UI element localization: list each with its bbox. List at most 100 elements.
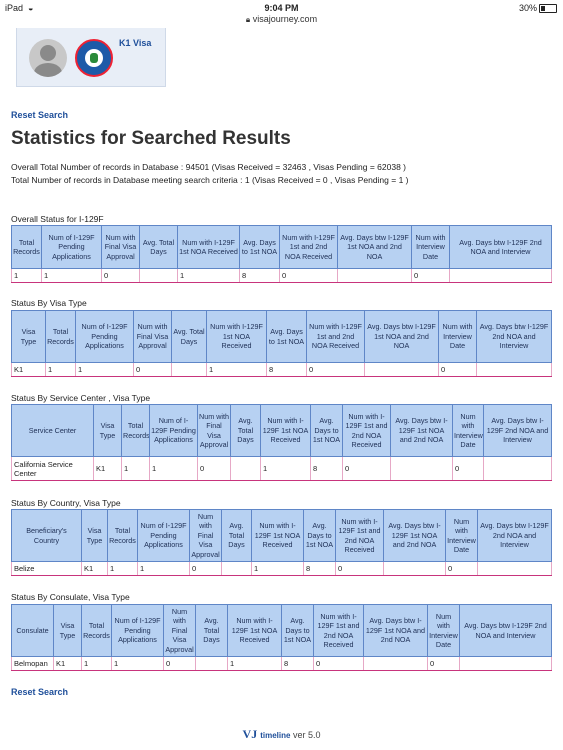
data-cell: 1	[227, 656, 282, 671]
header-cell: Num of I-129F Pending Applications	[137, 509, 190, 562]
header-cell: Avg. Days btw I-129F 1st NOA and 2nd NOA	[383, 509, 446, 562]
table-row: 1 1 0 1 8 0 0	[11, 268, 552, 283]
profile-card: K1 Visa	[16, 28, 166, 87]
data-cell: 1	[11, 268, 42, 283]
data-cell	[459, 656, 552, 671]
header-cell: Avg. Days btw I-129F 1st NOA and 2nd NOA	[363, 604, 428, 657]
header-cell: Num with Interview Date	[438, 310, 477, 363]
data-cell: 0	[342, 456, 391, 481]
data-cell: 1	[41, 268, 102, 283]
wifi-icon: ◒	[28, 3, 34, 13]
data-cell: 0	[163, 656, 196, 671]
header-cell: Num with Final Visa Approval	[163, 604, 196, 657]
data-cell	[483, 456, 552, 481]
page-title: Statistics for Searched Results	[11, 128, 291, 149]
table-row: Belize K1 1 1 0 1 8 0 0	[11, 561, 552, 576]
logo-word: timeline	[260, 731, 291, 740]
header-cell: Num of I-129F Pending Applications	[111, 604, 164, 657]
data-cell: Belize	[11, 561, 82, 576]
header-cell: Avg. Days btw I-129F 2nd NOA and Intervi…	[476, 310, 552, 363]
header-cell: Total Records	[45, 310, 76, 363]
data-cell: 1	[111, 656, 164, 671]
data-cell: 0	[306, 362, 365, 377]
reset-search-link-top[interactable]: Reset Search	[11, 110, 69, 120]
header-cell: Num with I-129F 1st and 2nd NOA Received	[279, 225, 338, 269]
section-title-visa-type: Status By Visa Type	[11, 298, 87, 308]
data-cell: 1	[137, 561, 190, 576]
battery-percent: 30%	[518, 3, 537, 13]
header-cell: Num with I-129F 1st NOA Received	[260, 404, 311, 457]
data-cell: 8	[239, 268, 280, 283]
section-title-service-center: Status By Service Center , Visa Type	[11, 393, 151, 403]
header-cell: Num of I-129F Pending Applications	[41, 225, 102, 269]
data-cell: 0	[438, 362, 477, 377]
url-text: visajourney.com	[252, 14, 318, 24]
data-cell	[390, 456, 453, 481]
header-cell: Num with I-129F 1st NOA Received	[251, 509, 304, 562]
visa-type-link[interactable]: K1 Visa	[119, 38, 152, 48]
data-cell	[383, 561, 446, 576]
reset-search-link-bottom[interactable]: Reset Search	[11, 687, 69, 697]
header-cell: Num with I-129F 1st and 2nd NOA Received	[306, 310, 365, 363]
header-cell: Num of I-129F Pending Applications	[75, 310, 134, 363]
data-cell: Belmopan	[11, 656, 54, 671]
data-cell	[449, 268, 552, 283]
table-visa-type: Visa Type Total Records Num of I-129F Pe…	[11, 310, 552, 377]
header-cell: Visa Type	[81, 509, 108, 562]
data-cell: California Service Center	[11, 456, 94, 481]
logo-vj: VJ	[242, 727, 258, 741]
section-title-consulate: Status By Consulate, Visa Type	[11, 592, 130, 602]
status-bar: iPad ◒ 9:04 PM 🔒︎ visajourney.com 30%	[0, 0, 563, 26]
summary-total: Overall Total Number of records in Datab…	[11, 162, 407, 172]
header-cell: Avg. Days to 1st NOA	[281, 604, 314, 657]
table-consulate: Consulate Visa Type Total Records Num of…	[11, 604, 552, 671]
header-cell: Avg. Days btw I-129F 2nd NOA and Intervi…	[449, 225, 552, 269]
vj-timeline-logo[interactable]: VJ timeline	[243, 727, 291, 741]
data-cell: 0	[411, 268, 450, 283]
summary-criteria: Total Number of records in Database meet…	[11, 175, 409, 185]
data-cell: 0	[279, 268, 338, 283]
data-cell	[230, 456, 261, 481]
header-cell: Avg. Days to 1st NOA	[310, 404, 343, 457]
header-cell: Num with I-129F 1st NOA Received	[206, 310, 267, 363]
header-cell: Visa Type	[11, 310, 46, 363]
data-cell: K1	[53, 656, 82, 671]
table-country: Beneficiary's Country Visa Type Total Re…	[11, 509, 552, 576]
data-cell: 1	[75, 362, 134, 377]
header-cell: Num with I-129F 1st NOA Received	[177, 225, 240, 269]
data-cell: 1	[149, 456, 198, 481]
address-bar[interactable]: 🔒︎ visajourney.com	[0, 14, 563, 25]
data-cell: 0	[445, 561, 478, 576]
data-cell	[364, 362, 439, 377]
data-cell: 1	[45, 362, 76, 377]
data-cell: K1	[11, 362, 46, 377]
header-cell: Service Center	[11, 404, 94, 457]
header-cell: Avg. Days btw I-129F 1st NOA and 2nd NOA	[390, 404, 453, 457]
avatar[interactable]	[29, 39, 67, 77]
data-cell: 1	[121, 456, 150, 481]
header-cell: Num with Interview Date	[452, 404, 484, 457]
header-cell: Num with Final Visa Approval	[101, 225, 140, 269]
data-cell: 0	[189, 561, 222, 576]
data-cell: 0	[197, 456, 231, 481]
data-cell	[363, 656, 428, 671]
footer: VJ timeline ver 5.0	[0, 727, 563, 742]
header-cell: Num with Final Visa Approval	[189, 509, 222, 562]
belize-flag-icon	[75, 39, 113, 77]
data-cell	[195, 656, 228, 671]
clock: 9:04 PM	[264, 3, 299, 13]
data-cell: 1	[81, 656, 112, 671]
battery-indicator: 30%	[518, 3, 557, 14]
header-cell: Num with Interview Date	[427, 604, 460, 657]
header-cell: Avg. Days btw I-129F 1st NOA and 2nd NOA	[337, 225, 412, 269]
table-row: California Service Center K1 1 1 0 1 8 0…	[11, 456, 552, 481]
data-cell: 1	[177, 268, 240, 283]
header-cell: Avg. Days btw I-129F 2nd NOA and Intervi…	[477, 509, 552, 562]
header-cell: Avg. Days to 1st NOA	[266, 310, 307, 363]
table-row: Belmopan K1 1 1 0 1 8 0 0	[11, 656, 552, 671]
data-cell	[171, 362, 207, 377]
header-cell: Num with Interview Date	[445, 509, 478, 562]
header-cell: Num with Final Visa Approval	[197, 404, 231, 457]
data-cell: 8	[266, 362, 307, 377]
header-cell: Avg. Days to 1st NOA	[239, 225, 280, 269]
